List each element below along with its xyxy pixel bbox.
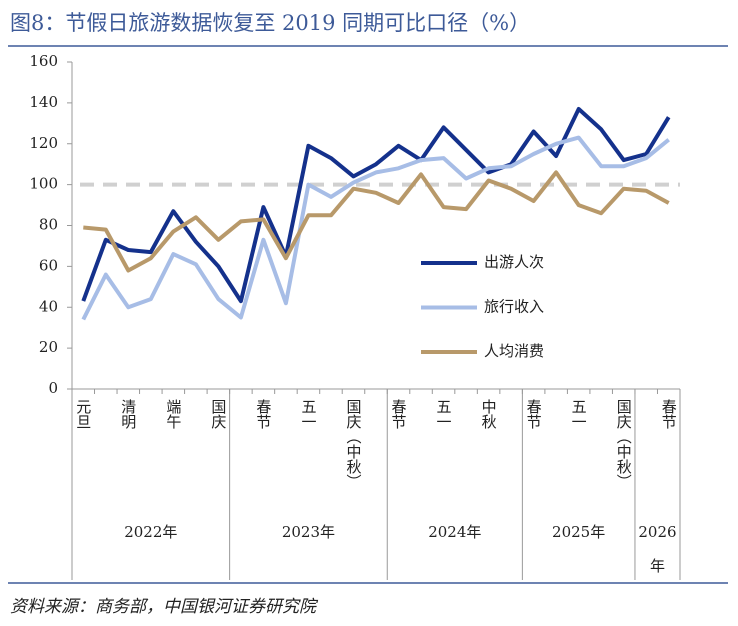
x-tick-label: 五一 — [570, 399, 588, 429]
y-tick-label: 160 — [29, 52, 58, 70]
x-tick-label: 春节 — [525, 399, 543, 429]
group-label: 2022年 — [124, 523, 178, 541]
series-line — [81, 135, 670, 321]
group-label: 2026年 — [638, 523, 677, 575]
y-tick-label: 40 — [39, 297, 58, 315]
y-tick-label: 60 — [39, 256, 58, 274]
y-tick-label: 20 — [39, 338, 58, 356]
x-tick-label: 春节 — [660, 399, 678, 429]
x-tick-label: 国庆 — [209, 399, 227, 429]
x-tick-label: 国庆（中秋） — [344, 399, 362, 489]
series-line — [83, 170, 670, 273]
group-label: 2024年 — [428, 523, 482, 541]
y-tick-label: 100 — [29, 175, 58, 193]
x-tick-label: 五一 — [299, 399, 317, 429]
legend-label: 人均消费 — [484, 342, 544, 360]
group-label: 2023年 — [281, 523, 336, 541]
y-tick-label: 0 — [48, 379, 58, 397]
x-tick-label: 春节 — [254, 399, 272, 429]
x-tick-label: 春节 — [390, 399, 408, 429]
x-tick-label: 清明 — [119, 399, 137, 430]
y-tick-label: 140 — [29, 93, 58, 111]
y-tick-label: 80 — [39, 216, 58, 234]
chart-title: 图8：节假日旅游数据恢复至 2019 同期可比口径（%） — [10, 11, 530, 35]
x-tick-label: 五一 — [435, 399, 453, 429]
x-tick-label: 元旦 — [74, 399, 92, 429]
y-tick-label: 120 — [29, 134, 58, 152]
legend-label: 出游人次 — [484, 253, 544, 271]
x-tick-label: 端午 — [164, 399, 182, 429]
series-line — [81, 107, 671, 304]
x-tick-label: 中秋 — [480, 399, 498, 429]
group-label: 2025年 — [552, 523, 606, 541]
legend-label: 旅行收入 — [484, 298, 544, 316]
x-tick-label: 国庆（中秋） — [615, 399, 633, 489]
source: 资料来源：商务部，中国银河证券研究院 — [10, 597, 319, 617]
